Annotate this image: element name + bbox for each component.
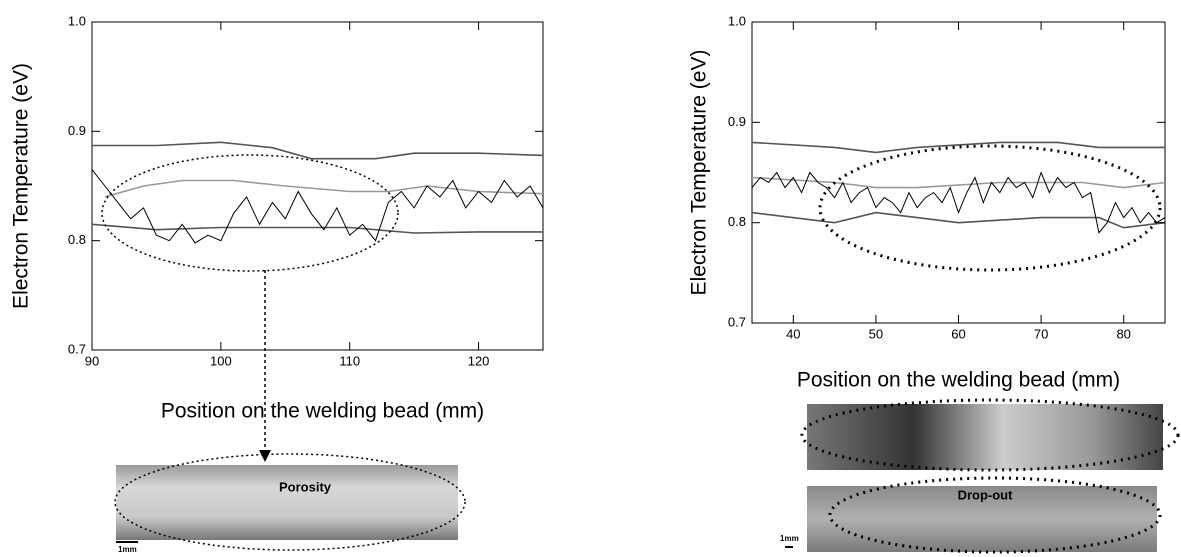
highlight-ellipse — [101, 154, 399, 272]
data-line — [104, 179, 544, 198]
highlight-ellipse — [818, 144, 1162, 272]
image-label: Porosity — [279, 479, 332, 494]
x-tick-label: 40 — [786, 326, 800, 341]
x-axis-title: Position on the welding bead (mm) — [797, 369, 1120, 392]
y-tick-label: 0.8 — [728, 214, 746, 229]
y-tick-label: 0.9 — [68, 123, 86, 138]
plot: 40 50 60 70 80 0.7 0.8 0.9 1.0 Position on the we… — [688, 13, 1166, 392]
x-tick-label: 80 — [1116, 326, 1130, 341]
y-axis-title: Electron Temperature (eV) — [10, 63, 33, 309]
data-line — [751, 141, 1165, 154]
x-tick-label: 50 — [869, 326, 883, 341]
y-tick-label: 0.8 — [68, 232, 86, 247]
highlight-ellipse — [114, 453, 466, 551]
x-tick-label: 60 — [951, 326, 965, 341]
x-tick-label: 90 — [85, 353, 99, 368]
weld-photo — [807, 486, 1157, 552]
weld-photo — [116, 465, 458, 540]
plot-frame — [91, 21, 544, 351]
x-tick-label: 110 — [339, 353, 360, 368]
highlight-ellipse — [800, 398, 1180, 472]
arrow-head — [259, 450, 271, 462]
highlight-ellipse — [828, 476, 1162, 554]
scale-bar — [785, 546, 793, 548]
data-line — [92, 141, 544, 160]
data-line — [751, 176, 1166, 189]
data-line — [91, 169, 544, 244]
y-tick-label: 0.7 — [68, 341, 86, 356]
plot-frame — [751, 21, 1166, 324]
x-tick-label: 70 — [1034, 326, 1048, 341]
y-tick-label: 0.7 — [728, 314, 746, 329]
data-line — [751, 211, 1166, 229]
data-line — [751, 171, 1166, 234]
x-axis-title: Position on the welding bead (mm) — [161, 400, 484, 423]
image-label: Drop-out — [958, 487, 1014, 502]
x-tick-label: 100 — [210, 353, 232, 368]
y-tick-label: 1.0 — [68, 13, 86, 28]
plot: 90 100 110 120 0.7 0.8 0.9 1.0 Position on the w… — [10, 13, 544, 423]
y-tick-label: 0.9 — [728, 114, 746, 129]
weld-photo — [807, 404, 1163, 470]
scale-label: 1mm — [118, 545, 137, 554]
x-tick-label: 120 — [468, 353, 490, 368]
scale-bar — [116, 541, 138, 543]
y-tick-label: 1.0 — [728, 13, 746, 28]
y-axis-title: Electron Temperature (eV) — [688, 50, 711, 296]
scale-label: 1mm — [780, 534, 799, 543]
